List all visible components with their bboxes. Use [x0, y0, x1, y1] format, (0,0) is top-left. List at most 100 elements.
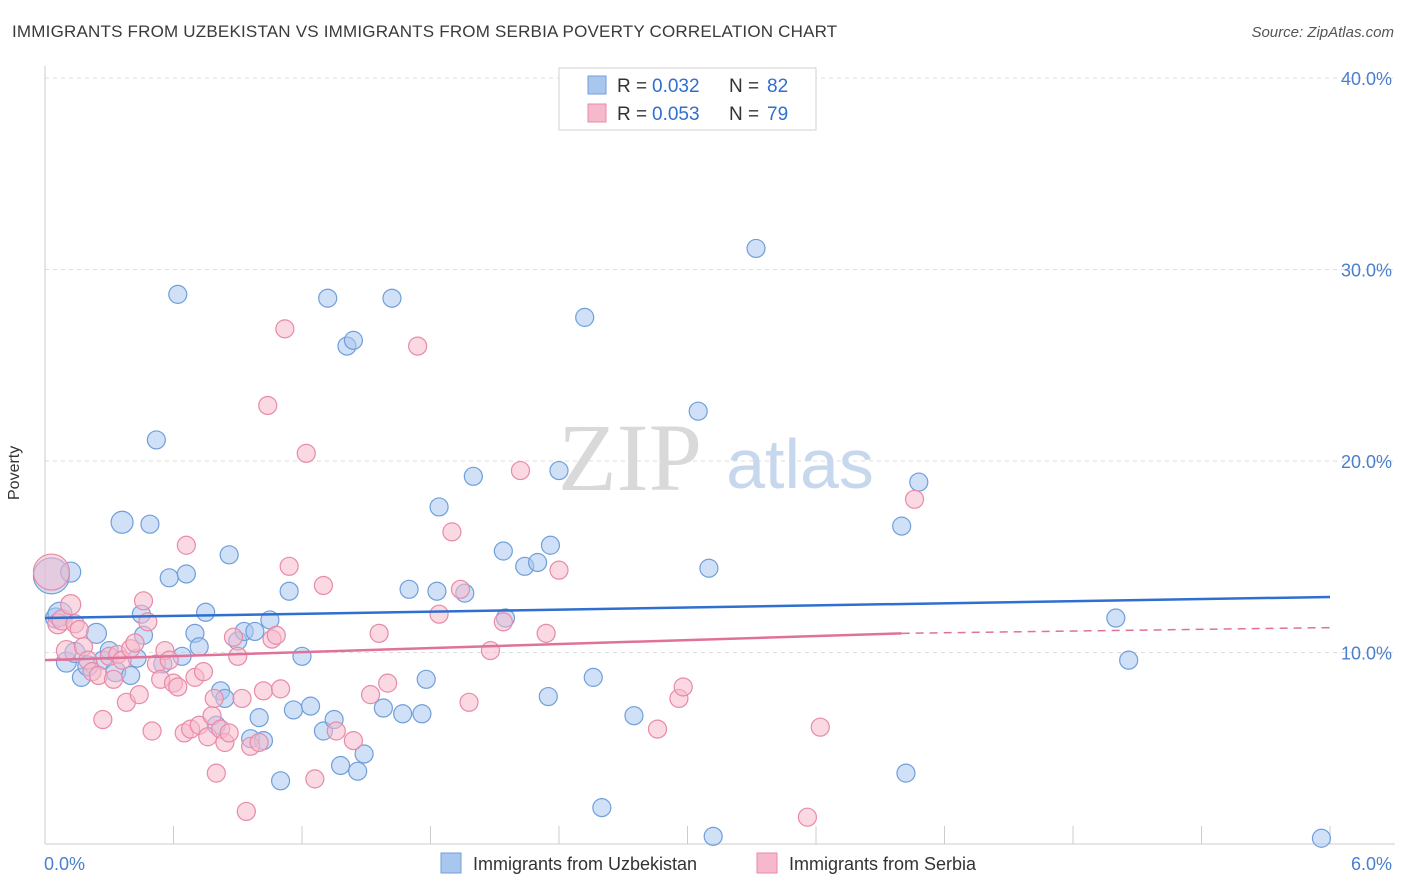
serbia-point — [275, 319, 295, 339]
uzbekistan-point — [399, 579, 419, 599]
serbia-point — [168, 677, 188, 697]
bottom-legend-swatch-uzbekistan — [440, 852, 462, 874]
legend-r-value-2: 0.053 — [652, 104, 700, 125]
uzbekistan-point — [249, 708, 269, 728]
serbia-point — [249, 732, 269, 753]
uzbekistan-point — [575, 307, 595, 327]
trend-line-uzbekistan — [44, 595, 1331, 620]
gridlines — [45, 77, 1395, 653]
uzbekistan-point — [279, 581, 299, 601]
uzbekistan-point — [393, 704, 413, 724]
y-tick-label: 30.0% — [1341, 261, 1392, 281]
y-tick-label: 10.0% — [1341, 644, 1392, 664]
uzbekistan-point — [909, 472, 929, 492]
uzbekistan-point — [382, 288, 402, 308]
serbia-point — [142, 721, 162, 741]
uzbekistan-point — [624, 706, 644, 726]
uzbekistan-point — [427, 581, 447, 601]
legend-r-label-2: R = — [617, 104, 647, 125]
serbia-point — [810, 717, 830, 737]
serbia-point — [228, 646, 248, 666]
serbia-point — [232, 688, 252, 709]
legend-n-label-1: N = — [729, 76, 759, 97]
uzbekistan-point — [592, 798, 612, 818]
serbia-point — [326, 721, 346, 741]
serbia-point — [673, 677, 693, 697]
serbia-point — [103, 669, 124, 689]
legend-n-label-2: N = — [729, 104, 759, 125]
serbia-point — [378, 673, 398, 693]
bottom-legend-swatch-serbia — [756, 852, 778, 874]
uzbekistan-point — [416, 669, 436, 689]
uzbekistan-point — [343, 330, 363, 350]
serbia-point — [459, 692, 479, 712]
legend-r-value-1: 0.032 — [652, 76, 700, 97]
uzbekistan-point — [1119, 650, 1139, 670]
uzbekistan-point — [688, 401, 708, 421]
serbia-point — [369, 623, 389, 643]
serbia-point — [270, 679, 291, 699]
serbia-point — [343, 730, 363, 751]
serbia-point — [510, 460, 531, 481]
serbia-point — [60, 594, 82, 616]
uzbekistan-point — [159, 568, 179, 588]
uzbekistan-point — [429, 497, 449, 517]
serbia-point — [206, 763, 226, 783]
uzbekistan-point — [318, 288, 338, 308]
serbia-point — [193, 662, 214, 682]
axes — [44, 66, 1395, 845]
uzbekistan-point — [330, 755, 351, 776]
trend-line-serbia-extrapolated — [901, 626, 1331, 635]
chart-title: IMMIGRANTS FROM UZBEKISTAN VS IMMIGRANTS… — [12, 22, 838, 41]
uzbekistan-point — [300, 696, 321, 716]
uzbekistan-point — [283, 700, 304, 720]
uzbekistan-point — [527, 552, 548, 573]
bottom-legend: Immigrants from Uzbekistan Immigrants fr… — [440, 852, 977, 874]
x-tick-label-max: 6.0% — [1351, 854, 1392, 874]
uzbekistan-point — [703, 826, 723, 846]
x-tick-label-min: 0.0% — [44, 854, 85, 874]
watermark-atlas: atlas — [726, 425, 874, 503]
serbia-point — [93, 709, 113, 730]
serbia-point — [797, 807, 818, 827]
serbia-point — [493, 612, 513, 632]
uzbekistan-point — [168, 284, 188, 304]
legend-n-value-1: 82 — [767, 76, 788, 97]
serbia-point — [125, 633, 145, 653]
uzbekistan-point — [746, 238, 766, 259]
serbia-point — [219, 723, 239, 743]
legend-swatch-serbia — [587, 103, 607, 123]
uzbekistan-point — [463, 466, 483, 486]
serbia-point — [55, 639, 78, 662]
serbia-point — [129, 685, 149, 705]
uzbekistan-point — [896, 763, 916, 783]
serbia-point — [32, 553, 71, 591]
watermark-zip: ZIP — [558, 404, 702, 511]
bottom-legend-label-serbia: Immigrants from Serbia — [789, 854, 977, 874]
serbia-point — [904, 489, 925, 509]
uzbekistan-point — [549, 460, 569, 481]
uzbekistan-point — [348, 761, 368, 781]
uzbekistan-point — [583, 667, 603, 687]
uzbekistan-point — [538, 686, 558, 707]
serbia-point — [408, 336, 428, 356]
uzbekistan-point — [146, 430, 166, 450]
legend-r-label-1: R = — [617, 76, 647, 97]
serbia-point — [253, 681, 274, 701]
y-tick-label: 40.0% — [1341, 69, 1392, 89]
serbia-point — [69, 619, 89, 640]
serbia-point — [360, 685, 381, 705]
serbia-point — [258, 395, 278, 416]
trend-line-serbia — [44, 632, 902, 662]
uzbekistan-point — [354, 744, 374, 764]
uzbekistan-point — [176, 564, 196, 584]
serbia-point — [279, 556, 299, 576]
uzbekistan-point — [1311, 828, 1332, 848]
watermark: ZIP atlas — [558, 404, 874, 511]
uzbekistan-point — [292, 646, 312, 666]
uzbekistan-point — [189, 637, 209, 657]
x-tick-labels: 0.0% 6.0% — [44, 854, 1392, 874]
legend-swatch-uzbekistan — [587, 75, 607, 95]
serbia-point — [204, 688, 224, 709]
